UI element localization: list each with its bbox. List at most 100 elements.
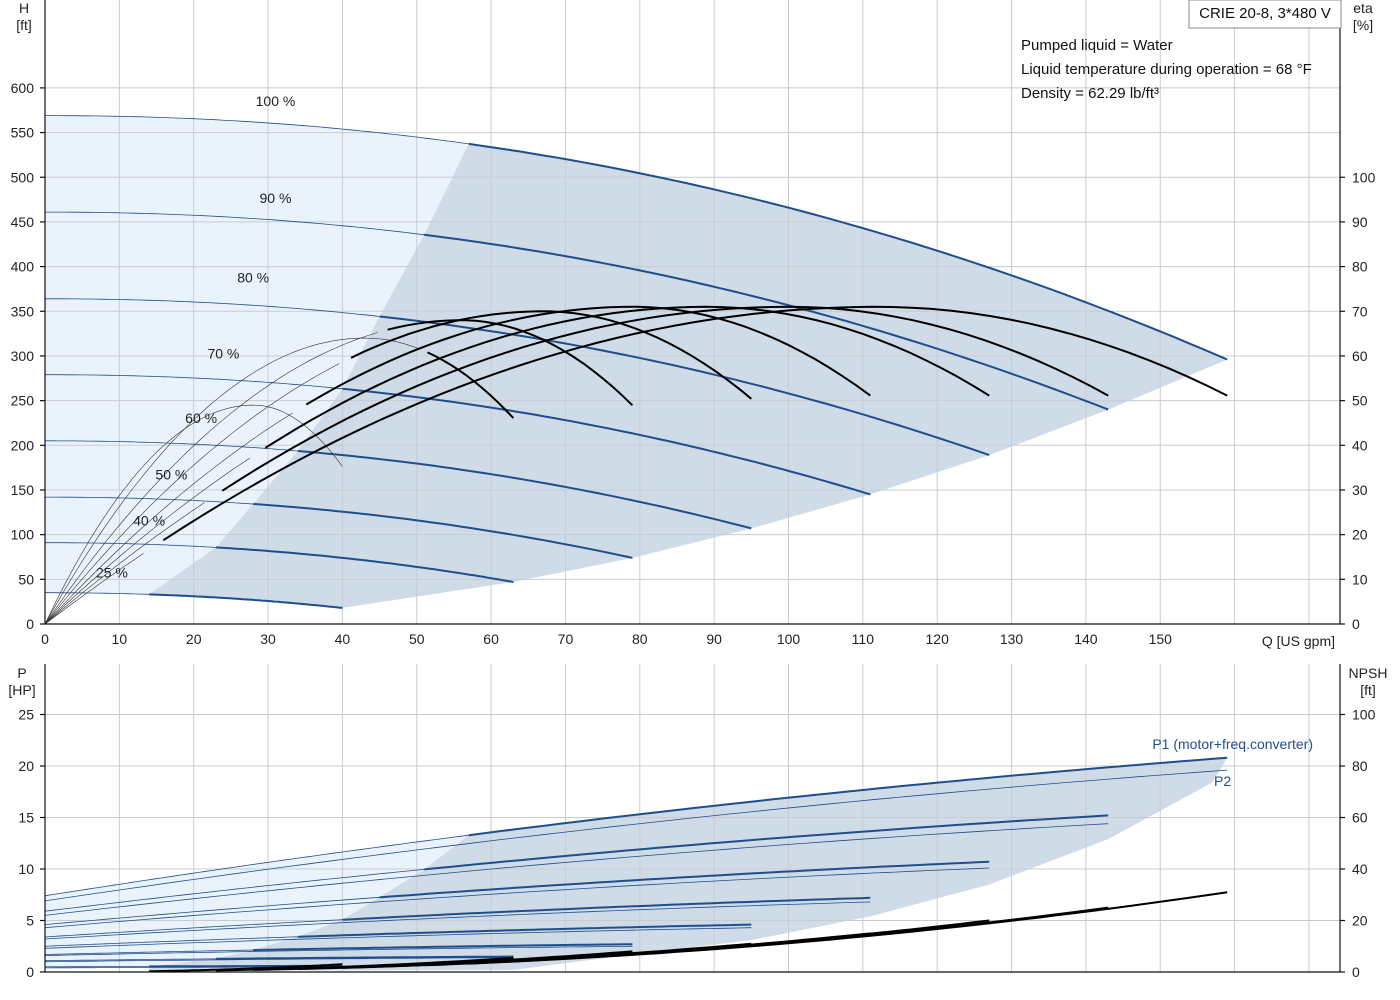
top-ytick-right-label: 60 — [1352, 348, 1368, 364]
bottom-ytick-left-label: 20 — [18, 758, 34, 774]
head-curve-thin-80pct — [45, 298, 380, 317]
head-curve-25pct — [149, 593, 343, 609]
top-xtick-label: 20 — [186, 631, 202, 647]
top-ytick-left-label: 250 — [11, 393, 35, 409]
efficiency-curve — [162, 305, 1228, 542]
efficiency-curve — [350, 310, 752, 400]
head-curve-thin-90pct — [45, 211, 425, 236]
top-xtick-label: 40 — [335, 631, 351, 647]
p1-curve — [216, 955, 514, 960]
top-ytick-right-label: 0 — [1352, 616, 1360, 632]
product-label-box: CRIE 20-8, 3*480 V — [1188, 0, 1342, 29]
product-label: CRIE 20-8, 3*480 V — [1199, 5, 1331, 22]
top-ytick-right-label: 70 — [1352, 303, 1368, 319]
head-curve-thin-70pct — [45, 374, 343, 390]
p1-curve — [342, 896, 871, 921]
top-xtick-label: 80 — [632, 631, 648, 647]
efficiency-curve — [305, 305, 871, 406]
top-xtick-label: 50 — [409, 631, 425, 647]
bottom-ylabel-right-name: NPSH — [1349, 665, 1388, 681]
bottom-ytick-left-label: 15 — [18, 810, 34, 826]
top-ytick-left-label: 300 — [11, 348, 35, 364]
head-curve-thin-25pct — [45, 592, 150, 595]
head-curve-thin-50pct — [45, 496, 254, 505]
p1-curve — [297, 923, 752, 938]
efficiency-curve-thin — [44, 457, 250, 625]
top-ytick-left-label: 400 — [11, 259, 35, 275]
p2-curve — [44, 927, 752, 949]
top-ytick-left-label: 50 — [18, 571, 34, 587]
top-ylabel-left-unit: [ft] — [16, 17, 32, 33]
top-xtick-label: 0 — [41, 631, 49, 647]
bottom-dark-region — [149, 757, 1228, 971]
npsh-curve — [149, 963, 343, 973]
top-ylabel-right-unit: [%] — [1353, 17, 1373, 33]
top-xtick-label: 150 — [1149, 631, 1173, 647]
p1-curve-thin — [44, 966, 150, 968]
speed-label-60pct: 60 % — [185, 410, 217, 426]
top-ytick-right-label: 20 — [1352, 527, 1368, 543]
p1-curve-thin — [44, 869, 425, 912]
efficiency-curve-thin — [44, 337, 420, 625]
p1-curve — [379, 860, 990, 899]
dark-operating-region — [149, 143, 1228, 608]
top-xtick-label: 90 — [706, 631, 722, 647]
top-ytick-left-label: 500 — [11, 169, 35, 185]
head-curve-thin-40pct — [45, 542, 217, 548]
p1-curve-thin — [44, 949, 254, 955]
bottom-ytick-left-label: 5 — [26, 913, 34, 929]
efficiency-curve-thin — [44, 502, 205, 625]
head-curve-80pct — [379, 315, 990, 457]
bottom-ytick-right-label: 80 — [1352, 758, 1368, 774]
p1-curve-thin — [44, 919, 343, 938]
bottom-ylabel-left-name: P — [17, 665, 26, 681]
speed-label-25pct: 25 % — [96, 565, 128, 581]
p2-curve — [44, 823, 1109, 916]
bottom-ytick-right-label: 40 — [1352, 861, 1368, 877]
bottom-ytick-left-label: 10 — [18, 861, 34, 877]
p2-curve — [44, 901, 871, 940]
top-xtick-label: 60 — [483, 631, 499, 647]
p2-curve — [44, 957, 514, 963]
top-xtick-label: 70 — [558, 631, 574, 647]
top-ytick-left-label: 550 — [11, 125, 35, 141]
head-curve-100pct — [468, 142, 1228, 361]
top-ylabel-right-name: eta — [1353, 0, 1373, 16]
p1-curve — [253, 943, 633, 951]
bottom-ytick-right-label: 0 — [1352, 964, 1360, 980]
efficiency-curve-thin — [44, 412, 293, 625]
bottom-ylabel-left-unit: [HP] — [8, 682, 35, 698]
p1-curve — [424, 814, 1109, 871]
p1-series-label: P1 (motor+freq.converter) — [1152, 736, 1313, 752]
bottom-ytick-right-label: 100 — [1352, 707, 1376, 723]
top-ytick-left-label: 150 — [11, 482, 35, 498]
info-line-density: Density = 62.29 lb/ft³ — [1021, 85, 1159, 102]
top-ylabel-left-name: H — [19, 0, 29, 16]
p1-curve-thin — [44, 936, 298, 947]
top-ytick-right-label: 40 — [1352, 437, 1368, 453]
speed-label-70pct: 70 % — [207, 346, 239, 362]
top-ytick-right-label: 80 — [1352, 259, 1368, 275]
head-efficiency-plot: 100 % 90 % 80 % 70 % 60 % 50 % 40 % 25 % 0 10 20 3… — [11, 0, 1376, 649]
bottom-ytick-left-label: 0 — [26, 964, 34, 980]
head-curve-90pct — [424, 233, 1109, 411]
efficiency-curve — [264, 305, 990, 449]
head-curve-60pct — [297, 450, 752, 530]
top-xtick-label: 110 — [852, 631, 875, 647]
bottom-ytick-right-label: 60 — [1352, 810, 1368, 826]
bottom-ylabel-right-unit: [ft] — [1360, 682, 1376, 698]
p1-curve-thin — [44, 896, 380, 925]
top-ytick-right-label: 30 — [1352, 482, 1368, 498]
bottom-ytick-left-label: 25 — [18, 707, 34, 723]
p2-curve — [44, 867, 990, 929]
top-xtick-label: 100 — [777, 631, 801, 647]
speed-label-80pct: 80 % — [237, 270, 269, 286]
top-ytick-left-label: 450 — [11, 214, 35, 230]
speed-label-90pct: 90 % — [260, 190, 292, 206]
efficiency-curve-thin — [44, 404, 343, 625]
head-curve-thin-60pct — [45, 440, 298, 452]
top-xtick-label: 130 — [1000, 631, 1024, 647]
p2-curve — [44, 945, 633, 956]
